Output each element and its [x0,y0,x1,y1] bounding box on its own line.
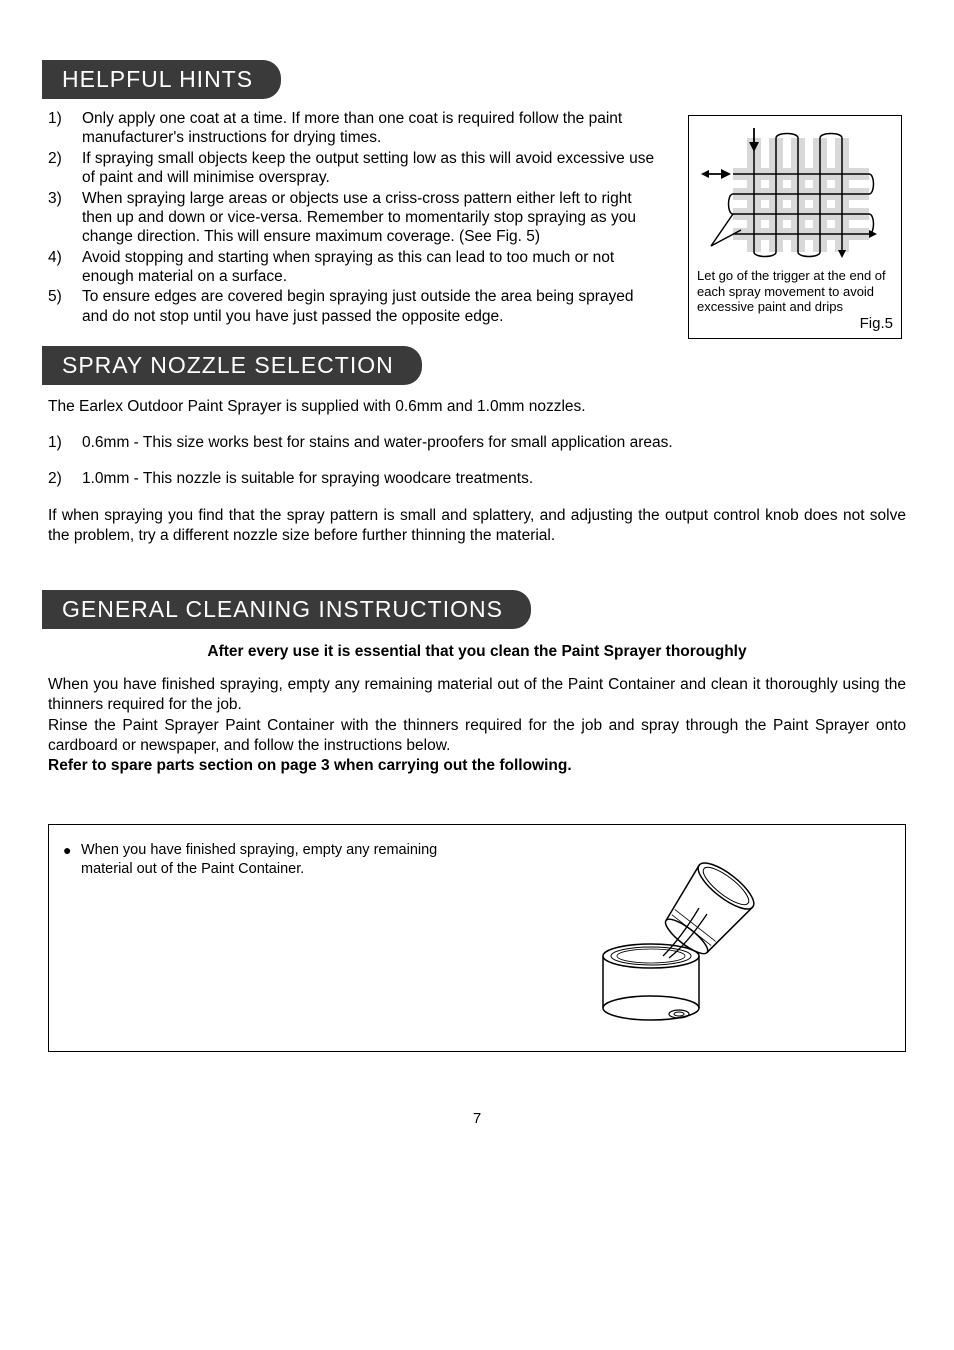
hint-text: Only apply one coat at a time. If more t… [82,109,658,148]
figure-5-box: Let go of the trigger at the end of each… [688,115,902,339]
section-general-cleaning: GENERAL CLEANING INSTRUCTIONS After ever… [48,590,906,1052]
nozzle-num: 1) [48,433,82,452]
nozzle-outro: If when spraying you find that the spray… [48,506,906,546]
hint-item: 4)Avoid stopping and starting when spray… [48,248,658,287]
cleaning-step-text: When you have finished spraying, empty a… [81,841,463,879]
hint-num: 3) [48,189,82,247]
cleaning-bold-intro: After every use it is essential that you… [48,643,906,661]
hint-item: 3)When spraying large areas or objects u… [48,189,658,247]
nozzle-num: 2) [48,469,82,488]
cleaning-para-2: Rinse the Paint Sprayer Paint Container … [48,716,906,756]
hint-num: 5) [48,287,82,326]
hint-text: When spraying large areas or objects use… [82,189,658,247]
nozzle-list: 1)0.6mm - This size works best for stain… [48,433,906,488]
nozzle-text: 1.0mm - This nozzle is suitable for spra… [82,469,533,488]
hint-text: If spraying small objects keep the outpu… [82,149,658,188]
criss-cross-diagram-icon [697,126,893,262]
hint-item: 2)If spraying small objects keep the out… [48,149,658,188]
nozzle-intro: The Earlex Outdoor Paint Sprayer is supp… [48,397,906,417]
hint-text: Avoid stopping and starting when sprayin… [82,248,658,287]
hint-item: 1)Only apply one coat at a time. If more… [48,109,658,148]
heading-spray-nozzle: SPRAY NOZZLE SELECTION [42,346,422,385]
nozzle-item: 1)0.6mm - This size works best for stain… [48,433,906,452]
hint-item: 5)To ensure edges are covered begin spra… [48,287,658,326]
figure-5-label: Fig.5 [697,315,893,332]
page-number: 7 [48,1110,906,1127]
cleaning-step-image-cell [477,825,905,1051]
hint-num: 1) [48,109,82,148]
hint-text: To ensure edges are covered begin sprayi… [82,287,658,326]
hints-list: 1)Only apply one coat at a time. If more… [48,109,658,326]
nozzle-text: 0.6mm - This size works best for stains … [82,433,673,452]
hint-num: 2) [48,149,82,188]
cleaning-para-1: When you have finished spraying, empty a… [48,675,906,715]
cleaning-step-text-cell: ● When you have finished spraying, empty… [49,825,477,1051]
cleaning-step-box: ● When you have finished spraying, empty… [48,824,906,1052]
hints-block: 1)Only apply one coat at a time. If more… [48,109,906,326]
nozzle-item: 2)1.0mm - This nozzle is suitable for sp… [48,469,906,488]
pour-container-icon [531,838,851,1038]
cleaning-bold-ref: Refer to spare parts section on page 3 w… [48,756,906,776]
hint-num: 4) [48,248,82,287]
figure-5-caption: Let go of the trigger at the end of each… [697,268,893,315]
section-helpful-hints: HELPFUL HINTS 1)Only apply one coat at a… [48,60,906,326]
bullet-icon: ● [63,841,81,879]
heading-general-cleaning: GENERAL CLEANING INSTRUCTIONS [42,590,531,629]
heading-helpful-hints: HELPFUL HINTS [42,60,281,99]
section-spray-nozzle: SPRAY NOZZLE SELECTION The Earlex Outdoo… [48,346,906,546]
